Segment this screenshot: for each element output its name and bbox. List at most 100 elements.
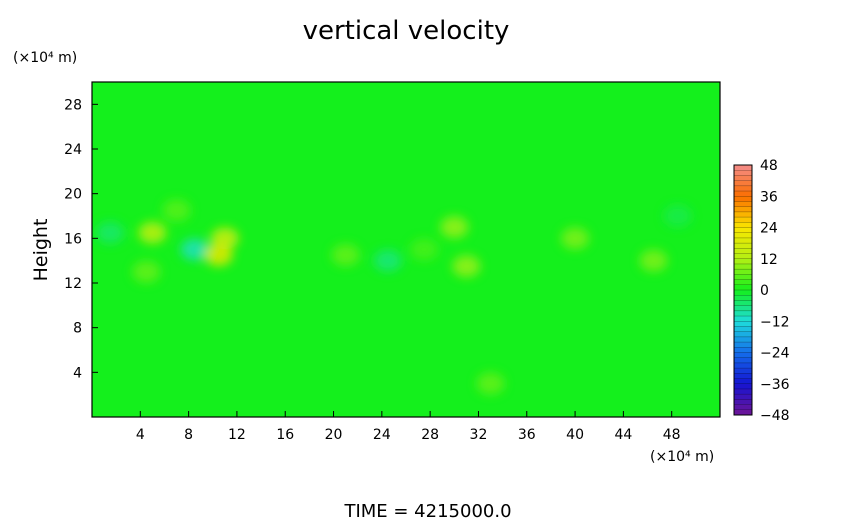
y-axis-label: Height <box>30 219 52 282</box>
colorbar-swatch <box>734 175 752 181</box>
colorbar-swatch <box>734 373 752 379</box>
colorbar-tick-label: 36 <box>760 189 778 205</box>
field-feature <box>663 205 692 227</box>
y-axis-unit: (×10⁴ m) <box>13 50 77 66</box>
colorbar-tick-label: 48 <box>760 158 778 174</box>
colorbar-swatch <box>734 258 752 265</box>
x-axis: 4 8 12 16 20 24 28 32 36 40 44 48 <box>136 411 681 443</box>
colorbar-swatch <box>734 269 752 275</box>
colorbar-swatch <box>734 399 752 405</box>
colorbar-swatch <box>734 368 752 374</box>
colorbar-swatch <box>734 310 752 317</box>
x-tick-label: 44 <box>614 427 632 443</box>
y-axis: 4 8 12 16 20 24 28 <box>64 97 98 381</box>
colorbar-swatch <box>734 180 752 187</box>
x-tick-label: 24 <box>373 427 391 443</box>
colorbar-frame <box>733 164 753 416</box>
colorbar-tick-label: −12 <box>760 314 790 330</box>
x-tick-label: 16 <box>276 427 294 443</box>
colorbar-swatch <box>734 295 752 301</box>
colorbar-swatch <box>734 191 752 197</box>
colorbar-swatch <box>734 404 752 411</box>
y-tick-label: 16 <box>64 231 82 247</box>
colorbar-tick-label: 12 <box>760 252 778 268</box>
field-feature <box>204 244 233 267</box>
field-feature <box>162 199 191 222</box>
colorbar-swatch <box>734 383 752 390</box>
colorbar-swatch <box>734 388 752 395</box>
colorbar-swatch <box>734 357 752 364</box>
colorbar-swatch <box>734 409 752 416</box>
field-feature <box>373 249 402 272</box>
field-feature <box>180 238 209 261</box>
colorbar-swatch <box>734 248 752 254</box>
field-feature <box>639 249 668 272</box>
field-feature <box>440 216 469 239</box>
colorbar-swatch <box>734 253 752 260</box>
colorbar-swatch <box>734 336 752 343</box>
y-tick-label: 4 <box>73 365 82 381</box>
colorbar-swatch <box>734 362 752 369</box>
time-label: TIME = 4215000.0 <box>343 501 511 519</box>
colorbar-swatch <box>734 232 752 239</box>
colorbar-swatch <box>734 279 752 286</box>
colorbar-swatch <box>734 300 752 306</box>
plot-frame <box>91 81 721 418</box>
colorbar-swatch <box>734 331 752 338</box>
colorbar-swatch <box>734 227 752 234</box>
x-tick-label: 36 <box>518 427 536 443</box>
colorbar-swatch <box>734 290 752 296</box>
colorbar-swatch <box>734 185 752 192</box>
colorbar-swatch <box>734 201 752 207</box>
x-tick-label: 12 <box>228 427 246 443</box>
chart-title: vertical velocity <box>303 16 510 46</box>
colorbar-swatch <box>734 263 752 270</box>
colorbar-swatch <box>734 274 752 280</box>
colorbar-swatch <box>734 237 752 244</box>
y-tick-label: 20 <box>64 187 82 203</box>
colorbar-swatch <box>734 206 752 213</box>
colorbar-swatch <box>734 342 752 348</box>
colorbar-swatch <box>734 217 752 223</box>
colorbar-tick-label: −24 <box>760 346 790 362</box>
colorbar-swatch <box>734 165 752 171</box>
colorbar-tick-label: 0 <box>760 283 769 299</box>
colorbar-swatch <box>734 211 752 218</box>
colorbar-swatch <box>734 394 752 400</box>
colorbar: 48 36 24 12 0 −12 −24 −36 −48 <box>733 158 790 424</box>
x-tick-label: 48 <box>663 427 681 443</box>
colorbar-tick-label: −48 <box>760 408 790 424</box>
field-feature <box>561 227 590 250</box>
x-tick-label: 32 <box>470 427 488 443</box>
x-axis-unit: (×10⁴ m) <box>650 449 714 465</box>
x-tick-label: 28 <box>421 427 439 443</box>
field-feature <box>96 221 125 244</box>
colorbar-swatch <box>734 196 752 202</box>
field-feature <box>452 255 481 278</box>
field-feature <box>210 227 239 250</box>
colorbar-tick-label: 24 <box>760 221 778 237</box>
colorbar-swatch <box>734 316 752 322</box>
colorbar-swatch <box>734 284 752 291</box>
field-feature <box>138 221 167 244</box>
y-tick-label: 24 <box>64 142 82 158</box>
colorbar-swatch <box>734 326 752 332</box>
colorbar-swatch <box>734 170 752 176</box>
colorbar-swatch <box>734 222 752 228</box>
field-feature <box>476 372 505 395</box>
y-tick-label: 8 <box>73 321 82 337</box>
colorbar-swatch <box>734 378 752 385</box>
colorbar-tick-label: −36 <box>760 377 790 393</box>
x-tick-label: 20 <box>325 427 343 443</box>
colorbar-swatch <box>734 321 752 327</box>
y-tick-label: 12 <box>64 276 82 292</box>
plot-area <box>92 82 720 417</box>
field-feature <box>410 238 439 261</box>
x-tick-label: 40 <box>566 427 584 443</box>
x-tick-label: 8 <box>184 427 193 443</box>
colorbar-swatch <box>734 243 752 249</box>
colorbar-swatch <box>734 305 752 312</box>
x-tick-label: 4 <box>136 427 145 443</box>
y-tick-label: 28 <box>64 97 82 113</box>
